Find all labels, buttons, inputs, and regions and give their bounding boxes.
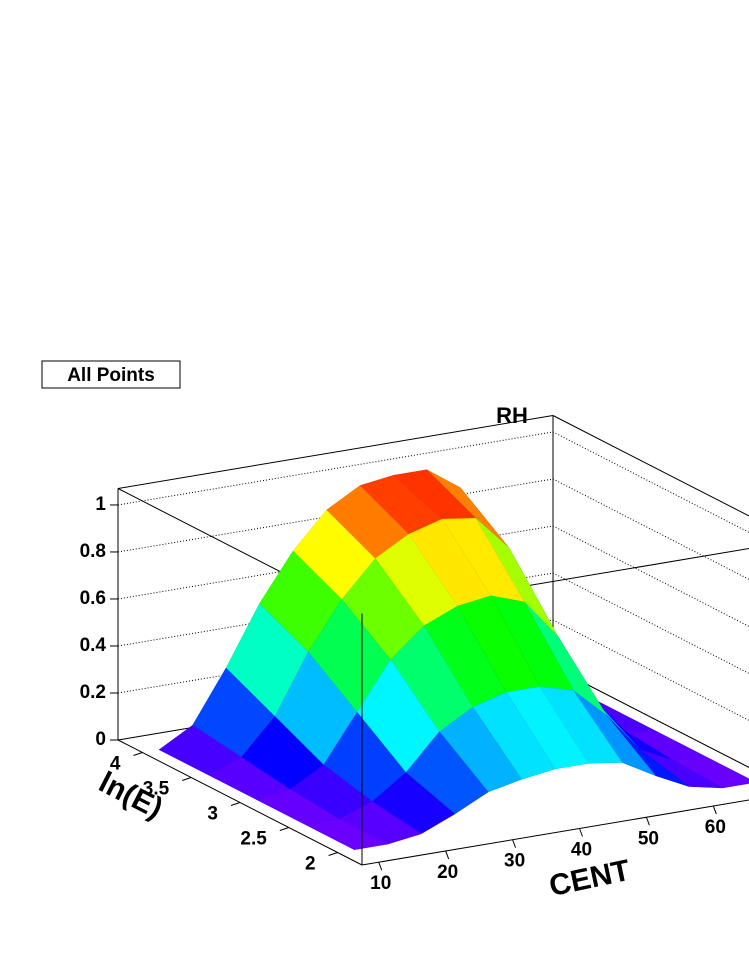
y-tick xyxy=(279,827,289,831)
y-tick-label: 4 xyxy=(110,754,121,775)
x-tick xyxy=(445,850,450,860)
x-tick xyxy=(645,817,650,826)
x-tick-label: 60 xyxy=(705,817,726,838)
y-tick-label: 3 xyxy=(207,804,218,825)
x-tick xyxy=(378,862,383,871)
z-tick-label: 0.4 xyxy=(80,635,107,656)
grid-line xyxy=(117,525,749,627)
z-tick-label: 0.8 xyxy=(80,541,106,562)
y-tick xyxy=(182,777,192,781)
y-axis-title: ln(E) xyxy=(94,766,168,826)
x-tick-label: 50 xyxy=(638,828,659,849)
y-tick-label: 2.5 xyxy=(240,829,267,850)
z-tick-label: 1 xyxy=(95,494,106,515)
box-edge xyxy=(552,415,749,517)
y-tick-label: 3.5 xyxy=(143,779,170,800)
y-tick xyxy=(230,802,241,806)
x-tick-label: 10 xyxy=(370,873,391,894)
y-tick-label: 2 xyxy=(305,854,316,875)
z-axis-title: RH xyxy=(496,403,528,428)
legend-text: All Points xyxy=(67,365,155,386)
grid-line xyxy=(117,478,749,580)
z-tick-label: 0 xyxy=(95,729,106,750)
x-axis-title: CENT xyxy=(546,854,633,903)
x-tick-label: 30 xyxy=(504,851,525,872)
grid-line xyxy=(117,431,749,533)
z-tick-label: 0.2 xyxy=(80,682,106,703)
y-tick xyxy=(133,752,143,756)
z-tick-label: 0.6 xyxy=(80,588,106,609)
x-tick xyxy=(512,839,517,848)
box-edge xyxy=(117,415,554,489)
y-tick xyxy=(328,852,338,856)
x-tick-label: 40 xyxy=(571,840,592,861)
x-tick xyxy=(579,828,583,837)
surface-cell xyxy=(304,818,389,850)
x-tick-label: 20 xyxy=(437,862,458,883)
legend-box xyxy=(41,360,181,389)
x-tick xyxy=(712,805,717,815)
